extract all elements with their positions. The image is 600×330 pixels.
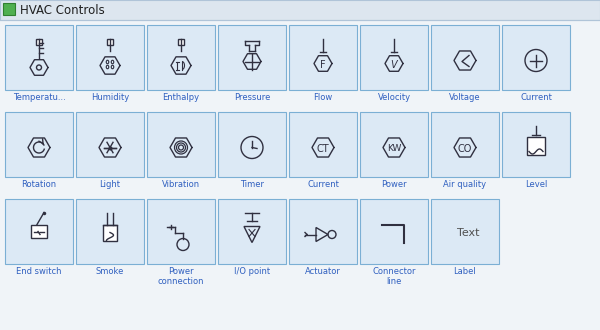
FancyBboxPatch shape [431,199,499,264]
FancyBboxPatch shape [218,199,286,264]
FancyBboxPatch shape [289,112,357,177]
Text: F: F [320,59,326,70]
FancyBboxPatch shape [36,39,42,45]
FancyBboxPatch shape [5,25,73,90]
Text: Actuator: Actuator [305,267,341,276]
FancyBboxPatch shape [360,199,428,264]
Text: Power
connection: Power connection [158,267,204,286]
Text: End switch: End switch [16,267,62,276]
FancyBboxPatch shape [76,25,144,90]
Text: Air quality: Air quality [443,180,487,189]
FancyBboxPatch shape [502,25,570,90]
Text: Current: Current [307,180,339,189]
FancyBboxPatch shape [360,25,428,90]
Text: Voltage: Voltage [449,93,481,102]
FancyBboxPatch shape [218,112,286,177]
FancyBboxPatch shape [5,199,73,264]
Text: V: V [391,59,397,70]
FancyBboxPatch shape [147,25,215,90]
FancyBboxPatch shape [178,39,184,45]
Text: Text: Text [457,227,479,238]
Text: Smoke: Smoke [96,267,124,276]
FancyBboxPatch shape [147,112,215,177]
FancyBboxPatch shape [31,224,47,238]
Text: KW: KW [387,144,401,153]
Text: Light: Light [100,180,121,189]
Text: Connector
line: Connector line [372,267,416,286]
Text: Label: Label [454,267,476,276]
FancyBboxPatch shape [218,25,286,90]
FancyBboxPatch shape [431,112,499,177]
FancyBboxPatch shape [502,112,570,177]
Text: Enthalpy: Enthalpy [163,93,200,102]
FancyBboxPatch shape [527,137,545,154]
Text: Current: Current [520,93,552,102]
Text: Rotation: Rotation [22,180,56,189]
FancyBboxPatch shape [76,199,144,264]
FancyBboxPatch shape [431,25,499,90]
Text: Level: Level [525,180,547,189]
Text: Power: Power [381,180,407,189]
FancyBboxPatch shape [360,112,428,177]
FancyBboxPatch shape [0,0,600,20]
FancyBboxPatch shape [289,199,357,264]
Text: Pressure: Pressure [234,93,270,102]
Text: Humidity: Humidity [91,93,129,102]
Text: CT: CT [317,144,329,153]
Text: I/O point: I/O point [234,267,270,276]
FancyBboxPatch shape [289,25,357,90]
Text: Timer: Timer [240,180,264,189]
Text: CO: CO [458,144,472,153]
FancyBboxPatch shape [76,112,144,177]
Text: Velocity: Velocity [377,93,410,102]
FancyBboxPatch shape [5,112,73,177]
FancyBboxPatch shape [3,3,15,15]
Text: Vibration: Vibration [162,180,200,189]
Text: HVAC Controls: HVAC Controls [20,5,105,17]
FancyBboxPatch shape [147,199,215,264]
FancyBboxPatch shape [103,224,117,241]
FancyBboxPatch shape [107,39,113,45]
Text: Temperatu...: Temperatu... [13,93,65,102]
Text: Flow: Flow [313,93,332,102]
